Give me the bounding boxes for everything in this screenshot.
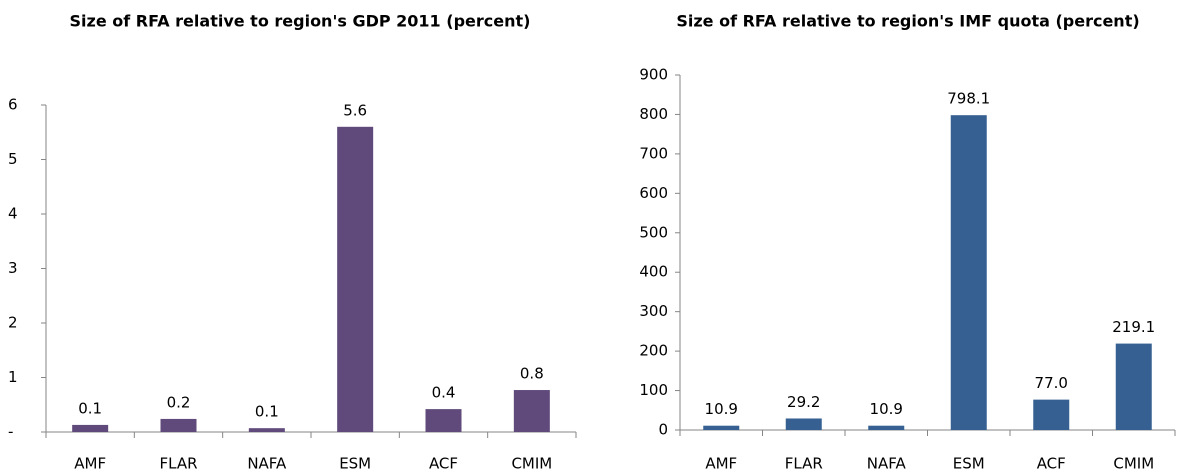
x-tick-label: CMIM — [511, 455, 552, 472]
x-tick-label: NAFA — [867, 455, 907, 472]
y-tick-label: 4 — [8, 205, 18, 223]
data-label: 0.1 — [255, 403, 279, 421]
y-tick-label: 2 — [8, 314, 18, 332]
bar — [785, 418, 822, 430]
data-label: 0.4 — [432, 384, 456, 402]
y-tick-label: 300 — [639, 302, 668, 320]
x-tick-label: AMF — [705, 455, 737, 472]
data-label: 219.1 — [1112, 318, 1155, 336]
x-tick-label: NAFA — [247, 455, 287, 472]
data-label: 0.1 — [78, 399, 102, 417]
y-tick-label: - — [8, 423, 13, 441]
bar — [72, 424, 109, 432]
bar — [248, 428, 285, 432]
x-tick-label: FLAR — [159, 455, 197, 472]
y-tick-label: 500 — [639, 223, 668, 241]
x-tick-label: ACF — [429, 455, 458, 472]
y-tick-label: 5 — [8, 150, 18, 168]
chart-title: Size of RFA relative to region's GDP 201… — [70, 12, 531, 31]
y-tick-label: 700 — [639, 144, 668, 162]
y-tick-label: 3 — [8, 259, 18, 277]
x-tick-label: CMIM — [1113, 455, 1154, 472]
y-tick-label: 100 — [639, 381, 668, 399]
x-tick-label: AMF — [74, 455, 106, 472]
y-tick-label: 900 — [639, 66, 668, 84]
data-label: 5.6 — [343, 101, 367, 119]
x-tick-label: FLAR — [785, 455, 823, 472]
data-label: 29.2 — [787, 393, 820, 411]
data-label: 0.8 — [520, 365, 544, 383]
y-tick-label: 200 — [639, 342, 668, 360]
y-tick-label: 400 — [639, 263, 668, 281]
data-label: 0.2 — [167, 393, 191, 411]
data-label: 798.1 — [947, 90, 990, 108]
x-tick-label: ACF — [1037, 455, 1066, 472]
bar — [425, 409, 462, 432]
data-label: 10.9 — [870, 400, 903, 418]
bar — [1115, 343, 1152, 430]
bar — [513, 390, 550, 432]
data-label: 10.9 — [705, 400, 738, 418]
bar — [868, 425, 905, 430]
y-tick-label: 0 — [658, 421, 668, 439]
y-tick-label: 1 — [8, 368, 18, 386]
bar — [337, 126, 374, 433]
y-tick-label: 800 — [639, 105, 668, 123]
x-tick-label: ESM — [339, 455, 371, 472]
y-tick-label: 600 — [639, 184, 668, 202]
bar — [1033, 399, 1070, 430]
bar — [950, 115, 987, 431]
y-tick-label: 6 — [8, 96, 18, 114]
data-label: 77.0 — [1035, 374, 1068, 392]
bar — [703, 425, 740, 430]
x-tick-label: ESM — [953, 455, 985, 472]
bar — [160, 418, 197, 432]
chart-title: Size of RFA relative to region's IMF quo… — [676, 12, 1139, 31]
